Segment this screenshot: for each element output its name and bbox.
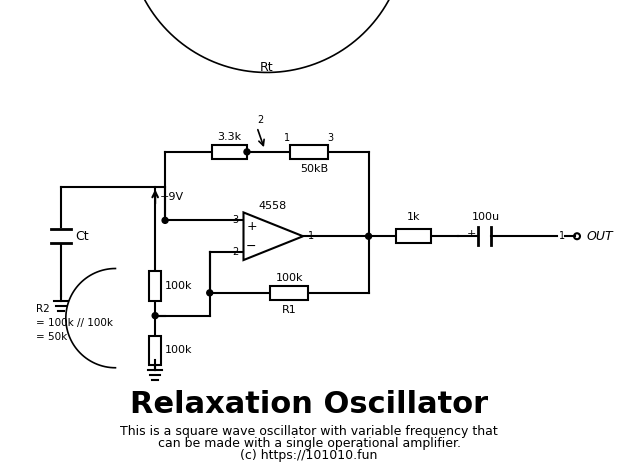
Text: 1: 1	[559, 231, 565, 241]
Text: 1: 1	[308, 231, 314, 241]
Text: 3: 3	[232, 215, 239, 225]
Text: 50kB: 50kB	[300, 164, 328, 174]
Circle shape	[152, 313, 158, 319]
Bar	[212, 145, 247, 159]
Text: 100u: 100u	[472, 213, 500, 222]
Text: Relaxation Oscillator: Relaxation Oscillator	[130, 390, 488, 419]
Text: 100k: 100k	[165, 281, 193, 291]
Text: 100k: 100k	[275, 273, 303, 283]
Circle shape	[207, 290, 213, 296]
Text: 4558: 4558	[258, 201, 286, 212]
Text: R1: R1	[281, 305, 296, 315]
Text: 100k: 100k	[165, 345, 193, 356]
Text: 1k: 1k	[407, 213, 420, 222]
Circle shape	[366, 233, 371, 239]
Text: 3.3k: 3.3k	[218, 132, 242, 142]
Text: Rt: Rt	[260, 61, 273, 74]
Bar	[270, 286, 308, 300]
Text: −: −	[246, 240, 257, 253]
Text: Ct: Ct	[75, 230, 89, 243]
Bar	[149, 271, 161, 301]
Text: This is a square wave oscillator with variable frequency that: This is a square wave oscillator with va…	[120, 425, 498, 438]
Bar	[290, 145, 328, 159]
Text: (c) https://101010.fun: (c) https://101010.fun	[241, 449, 378, 462]
Text: OUT: OUT	[587, 230, 614, 243]
Text: +: +	[467, 229, 477, 239]
Polygon shape	[244, 213, 303, 260]
Text: can be made with a single operational amplifier.: can be made with a single operational am…	[157, 437, 461, 450]
Bar	[396, 229, 431, 243]
Text: +9V: +9V	[160, 192, 184, 201]
Bar	[149, 336, 161, 365]
Text: R2
= 100k // 100k
= 50k: R2 = 100k // 100k = 50k	[36, 304, 113, 342]
Text: 2: 2	[257, 115, 263, 125]
Text: 1: 1	[284, 133, 290, 143]
Text: 2: 2	[232, 247, 239, 257]
Circle shape	[162, 218, 168, 223]
Circle shape	[244, 149, 250, 155]
Text: 3: 3	[328, 133, 334, 143]
Text: +: +	[246, 220, 257, 233]
